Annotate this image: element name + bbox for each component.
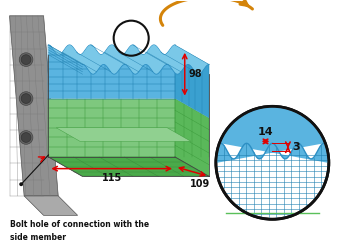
Circle shape bbox=[21, 133, 31, 142]
Polygon shape bbox=[48, 157, 209, 176]
Text: 115: 115 bbox=[102, 172, 122, 183]
Polygon shape bbox=[48, 45, 175, 99]
Polygon shape bbox=[24, 196, 78, 215]
Circle shape bbox=[21, 94, 31, 103]
Circle shape bbox=[19, 92, 33, 105]
Circle shape bbox=[21, 55, 31, 64]
Polygon shape bbox=[175, 99, 209, 176]
Circle shape bbox=[19, 182, 23, 186]
Polygon shape bbox=[175, 45, 209, 118]
Text: Bolt hole of connection with the
side member: Bolt hole of connection with the side me… bbox=[9, 220, 149, 242]
Ellipse shape bbox=[254, 180, 301, 202]
Polygon shape bbox=[9, 16, 58, 196]
Text: 98: 98 bbox=[189, 69, 202, 79]
Polygon shape bbox=[48, 99, 175, 157]
Ellipse shape bbox=[247, 175, 307, 207]
Circle shape bbox=[19, 53, 33, 66]
Polygon shape bbox=[217, 107, 328, 163]
Text: 109: 109 bbox=[190, 179, 210, 189]
Polygon shape bbox=[56, 128, 191, 141]
Text: 14: 14 bbox=[258, 127, 273, 138]
Circle shape bbox=[216, 106, 329, 219]
Circle shape bbox=[19, 131, 33, 144]
Text: 3: 3 bbox=[292, 142, 300, 152]
Polygon shape bbox=[48, 45, 209, 74]
